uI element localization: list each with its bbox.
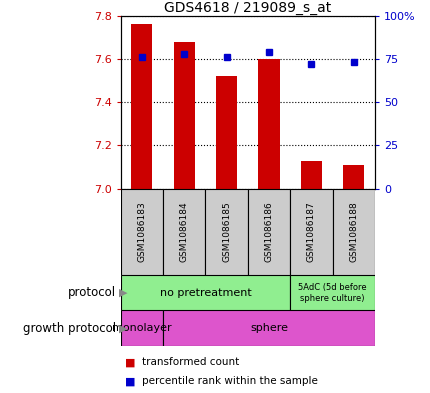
Bar: [258, 59, 279, 189]
Text: GSM1086187: GSM1086187: [306, 202, 315, 262]
Bar: [163, 310, 374, 346]
Text: no pretreatment: no pretreatment: [159, 288, 251, 298]
Text: sphere: sphere: [249, 323, 287, 333]
Text: GSM1086188: GSM1086188: [348, 202, 357, 262]
Bar: [205, 189, 247, 275]
Bar: [332, 189, 374, 275]
Bar: [342, 165, 363, 189]
Bar: [120, 189, 163, 275]
Bar: [163, 189, 205, 275]
Text: monolayer: monolayer: [112, 323, 171, 333]
Bar: [120, 310, 163, 346]
Text: GSM1086183: GSM1086183: [137, 202, 146, 262]
Bar: [300, 160, 321, 189]
Text: ■: ■: [125, 357, 135, 367]
Bar: [215, 76, 237, 189]
Bar: [247, 189, 289, 275]
Bar: [120, 275, 289, 310]
Bar: [289, 275, 374, 310]
Bar: [289, 189, 332, 275]
Text: protocol: protocol: [68, 286, 116, 299]
Text: percentile rank within the sample: percentile rank within the sample: [142, 376, 317, 386]
Text: GSM1086186: GSM1086186: [264, 202, 273, 262]
Text: 5AdC (5d before
sphere culture): 5AdC (5d before sphere culture): [298, 283, 366, 303]
Text: transformed count: transformed count: [142, 357, 239, 367]
Bar: [173, 42, 194, 189]
Text: growth protocol: growth protocol: [23, 321, 116, 335]
Title: GDS4618 / 219089_s_at: GDS4618 / 219089_s_at: [164, 1, 331, 15]
Text: ▶: ▶: [118, 323, 127, 333]
Text: GSM1086185: GSM1086185: [221, 202, 230, 262]
Text: GSM1086184: GSM1086184: [179, 202, 188, 262]
Text: ▶: ▶: [118, 288, 127, 298]
Bar: [131, 24, 152, 189]
Text: ■: ■: [125, 376, 135, 386]
